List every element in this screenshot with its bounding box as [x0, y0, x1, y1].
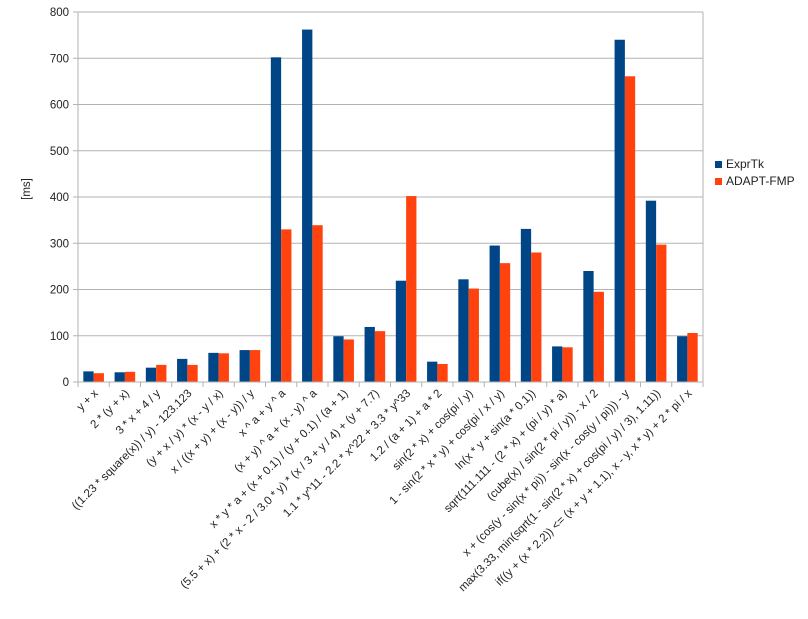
bar-exprtk-4: [208, 352, 219, 382]
bars: [83, 29, 698, 383]
bar-exprtk-13: [489, 245, 500, 382]
bar-adapt-fmp-3: [187, 364, 198, 382]
legend-swatch: [715, 161, 722, 168]
bar-exprtk-7: [302, 29, 313, 382]
y-tick-label: 800: [50, 7, 69, 19]
bar-exprtk-5: [239, 350, 250, 382]
bar-adapt-fmp-7: [312, 225, 323, 382]
y-tick-label: 200: [50, 285, 69, 297]
legend-label: ExprTk: [726, 157, 765, 171]
bar-adapt-fmp-11: [437, 363, 448, 382]
bar-adapt-fmp-13: [499, 263, 511, 382]
bar-adapt-fmp-16: [593, 291, 604, 382]
y-tick-label: 100: [50, 331, 69, 343]
bar-adapt-fmp-9: [374, 331, 386, 383]
bar-adapt-fmp-19: [687, 332, 698, 382]
legend-swatch: [715, 178, 722, 185]
bar-exprtk-19: [677, 336, 688, 382]
bar-adapt-fmp-18: [656, 244, 667, 382]
bar-adapt-fmp-15: [562, 347, 573, 382]
bar-exprtk-0: [83, 371, 94, 382]
bar-exprtk-15: [552, 346, 563, 382]
y-axis-title: [ms]: [21, 178, 33, 200]
bar-exprtk-17: [614, 39, 625, 382]
bar-exprtk-18: [645, 200, 657, 382]
bar-exprtk-14: [520, 228, 532, 382]
y-tick-label: 700: [50, 53, 69, 65]
bar-adapt-fmp-0: [93, 373, 104, 382]
bar-adapt-fmp-14: [531, 252, 542, 382]
legend-label: ADAPT-FMP: [726, 174, 795, 188]
bar-adapt-fmp-10: [406, 196, 417, 382]
bar-exprtk-1: [114, 372, 125, 382]
y-tick-label: 600: [50, 100, 69, 112]
bar-adapt-fmp-1: [124, 371, 136, 382]
axes: [77, 12, 704, 387]
y-tick-label: 0: [63, 377, 69, 389]
bar-exprtk-9: [364, 326, 375, 382]
bar-exprtk-8: [333, 336, 344, 382]
bar-adapt-fmp-12: [468, 288, 479, 382]
y-axis-ticks: 0 100 200 300 400 500 600 700 800: [50, 7, 78, 389]
bar-adapt-fmp-5: [249, 350, 261, 382]
bar-exprtk-10: [395, 280, 407, 382]
y-tick-label: 400: [50, 192, 69, 204]
bar-adapt-fmp-6: [281, 229, 292, 383]
y-tick-label: 300: [50, 238, 69, 250]
bar-exprtk-11: [427, 361, 438, 382]
bar-adapt-fmp-4: [218, 353, 229, 382]
legend: ExprTk ADAPT-FMP: [715, 157, 795, 188]
bar-exprtk-12: [458, 279, 469, 382]
bar-exprtk-2: [145, 367, 157, 382]
y-tick-label: 500: [50, 146, 69, 158]
bar-adapt-fmp-17: [624, 76, 636, 382]
bar-exprtk-6: [270, 57, 282, 382]
bar-exprtk-3: [177, 358, 188, 383]
bar-exprtk-16: [583, 271, 594, 382]
bar-adapt-fmp-8: [343, 339, 354, 382]
bar-adapt-fmp-2: [156, 364, 167, 382]
